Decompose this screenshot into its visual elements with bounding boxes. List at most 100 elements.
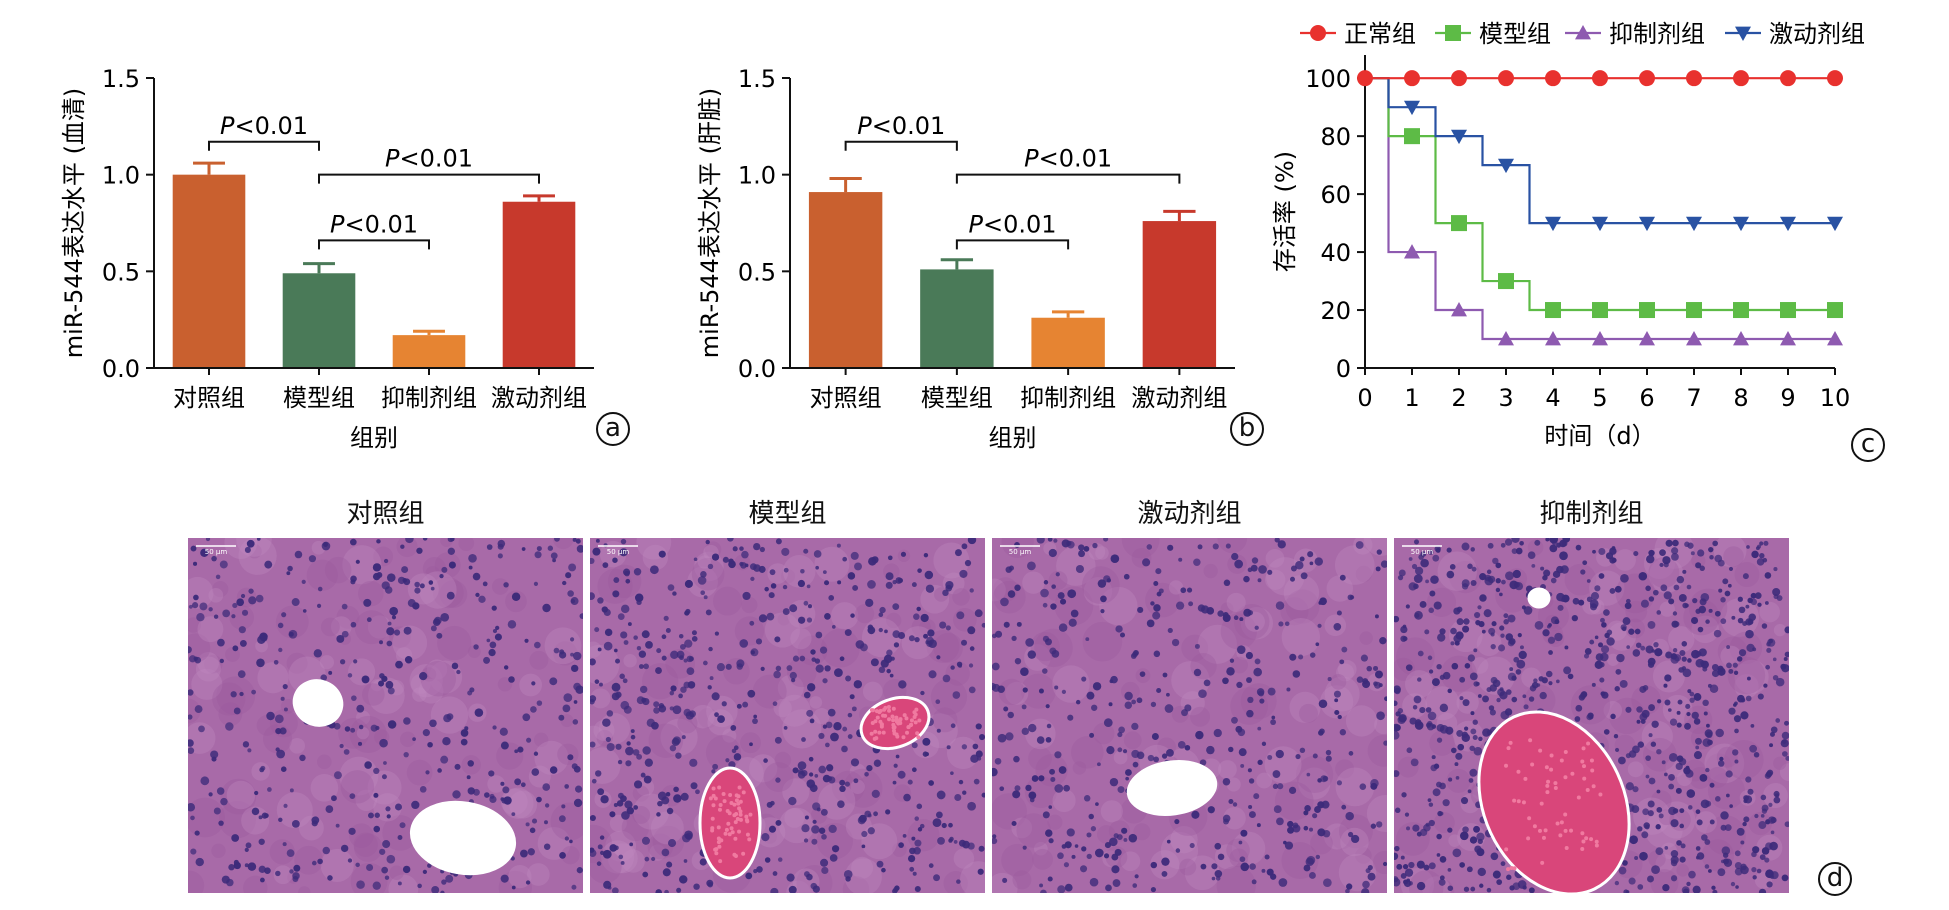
tissue-nucleus	[958, 663, 962, 668]
tissue-nucleus	[466, 775, 471, 780]
y-tick-label: 0.0	[738, 355, 776, 383]
tissue-rbc	[1545, 783, 1550, 788]
tissue-nucleus	[878, 612, 884, 618]
tissue-nucleus	[685, 711, 694, 720]
tissue-cytoplasm	[787, 600, 816, 629]
tissue-nucleus	[451, 662, 459, 670]
tissue-nucleus	[1477, 694, 1482, 698]
tissue-cytoplasm	[1011, 817, 1033, 839]
tissue-nucleus	[847, 572, 856, 580]
tissue-nucleus	[1676, 840, 1682, 846]
bar-control	[172, 174, 246, 368]
tissue-nucleus	[1057, 592, 1065, 600]
tissue-nucleus	[441, 879, 447, 885]
tissue-nucleus	[1222, 677, 1229, 685]
tissue-nucleus	[244, 546, 251, 553]
tissue-nucleus	[570, 637, 575, 642]
tissue-nucleus	[1468, 778, 1474, 783]
tissue-nucleus	[903, 793, 911, 802]
tissue-nucleus	[706, 879, 714, 887]
tissue-nucleus	[216, 787, 225, 795]
tissue-nucleus	[1085, 637, 1090, 642]
tissue-nucleus	[843, 870, 853, 879]
tissue-nucleus	[278, 817, 283, 823]
histology-title-agonist: 激动剂组	[1137, 499, 1242, 529]
tissue-nucleus	[1632, 649, 1641, 657]
tissue-nucleus	[924, 570, 934, 580]
tissue-nucleus	[1408, 582, 1417, 591]
tissue-nucleus	[569, 839, 573, 844]
tissue-nucleus	[440, 890, 445, 893]
tissue-cytoplasm	[368, 677, 405, 714]
tissue-nucleus	[1433, 601, 1442, 610]
significance-bracket	[955, 239, 1070, 250]
tissue-nucleus	[1625, 782, 1634, 791]
tissue-nucleus	[1401, 792, 1407, 798]
tissue-nucleus	[416, 547, 423, 554]
tissue-nucleus	[1768, 816, 1776, 824]
tissue-nucleus	[301, 579, 306, 584]
tissue-cytoplasm	[1627, 761, 1644, 778]
tissue-vessel	[1527, 587, 1551, 609]
tissue-nucleus	[892, 780, 897, 785]
tissue-nucleus	[1398, 714, 1407, 723]
tissue-nucleus	[1446, 570, 1455, 579]
tissue-nucleus	[317, 858, 323, 865]
tissue-nucleus	[590, 741, 596, 748]
tissue-nucleus	[1640, 645, 1646, 651]
tissue-nucleus	[279, 727, 287, 735]
tissue-nucleus	[641, 630, 650, 639]
tissue-nucleus	[728, 761, 736, 769]
tissue-rbc	[1586, 741, 1591, 746]
tissue-nucleus	[722, 556, 729, 563]
tissue-nucleus	[1720, 811, 1729, 820]
tissue-nucleus	[1080, 865, 1088, 873]
tissue-nucleus	[261, 812, 268, 819]
tissue-nucleus	[1292, 822, 1299, 829]
tissue-nucleus	[821, 834, 827, 840]
tissue-nucleus	[774, 636, 781, 643]
x-tick-label: 8	[1733, 384, 1748, 412]
tissue-nucleus	[213, 807, 221, 815]
tissue-cytoplasm	[519, 673, 543, 697]
tissue-nucleus	[939, 621, 947, 629]
tissue-nucleus	[1567, 673, 1574, 680]
tissue-nucleus	[499, 727, 508, 736]
tissue-nucleus	[1408, 861, 1415, 869]
tissue-nucleus	[1309, 872, 1316, 879]
tissue-cytoplasm	[289, 737, 306, 754]
tissue-cytoplasm	[1285, 589, 1320, 624]
tissue-nucleus	[1057, 852, 1064, 860]
tissue-nucleus	[1575, 704, 1583, 712]
tissue-nucleus	[749, 620, 755, 626]
tissue-nucleus	[281, 612, 287, 618]
tissue-nucleus	[742, 701, 749, 708]
tissue-nucleus	[1118, 726, 1126, 734]
tissue-nucleus	[596, 861, 602, 866]
legend-label-1: 模型组	[1479, 20, 1551, 48]
tissue-nucleus	[1772, 587, 1781, 597]
tissue-nucleus	[700, 571, 707, 578]
tissue-nucleus	[1298, 654, 1304, 660]
tissue-nucleus	[1693, 718, 1701, 725]
tissue-nucleus	[1461, 583, 1469, 590]
tissue-nucleus	[399, 822, 406, 829]
tissue-nucleus	[275, 727, 282, 735]
tissue-nucleus	[1109, 777, 1119, 787]
tissue-nucleus	[1601, 622, 1607, 628]
tissue-nucleus	[570, 597, 579, 606]
tissue-cytoplasm	[767, 563, 789, 584]
tissue-nucleus	[1767, 638, 1776, 647]
tissue-nucleus	[1167, 627, 1173, 634]
x-axis-title: 组别	[989, 424, 1037, 452]
tissue-nucleus	[1106, 746, 1115, 755]
tissue-rbc	[917, 718, 922, 723]
tissue-nucleus	[1648, 549, 1655, 557]
tissue-nucleus	[684, 639, 693, 648]
tissue-nucleus	[1692, 885, 1701, 893]
tissue-cytoplasm	[1203, 563, 1218, 579]
tissue-nucleus	[1695, 846, 1701, 851]
tissue-nucleus	[1754, 813, 1759, 819]
tissue-nucleus	[1707, 739, 1713, 746]
tissue-nucleus	[658, 550, 666, 558]
